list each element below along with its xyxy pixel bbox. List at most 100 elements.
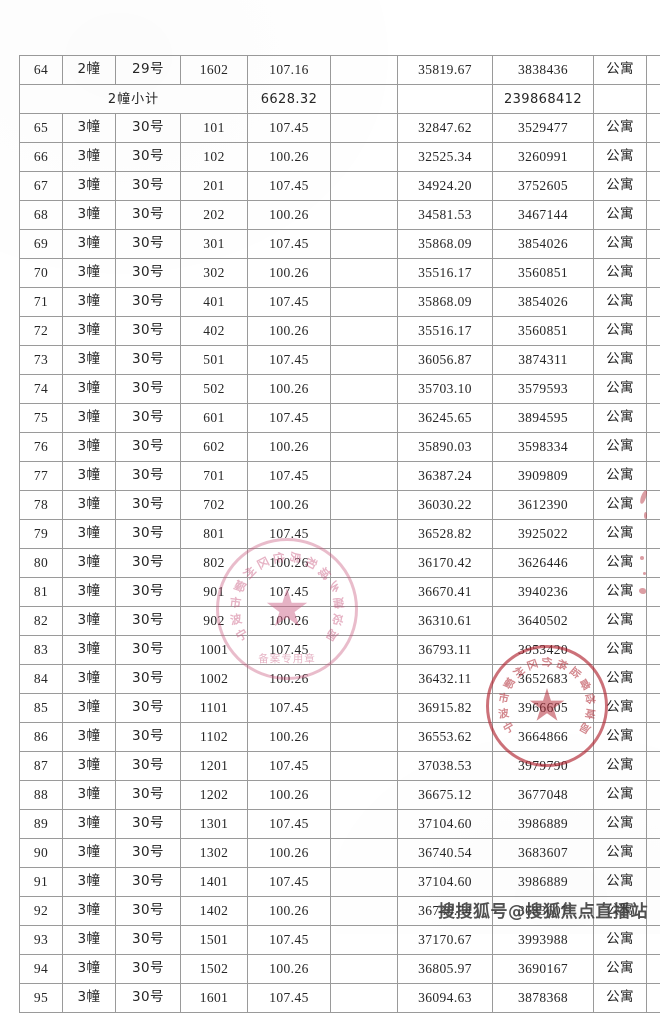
cell-unit: 30号 [116, 259, 181, 288]
cell-bldg: 3幢 [63, 955, 116, 984]
cell-area: 107.45 [248, 810, 331, 839]
cell-price: 36170.42 [398, 549, 493, 578]
cell-type: 公寓 [594, 549, 647, 578]
cell-deco: 精装 [647, 375, 660, 404]
cell-blank1 [331, 143, 398, 172]
cell-deco: 精装 [647, 955, 660, 984]
scanned-document-page: 642幢29号1602107.1635819.673838436公寓精装2幢小计… [0, 0, 660, 934]
cell-bldg: 3幢 [63, 520, 116, 549]
cell-unit: 30号 [116, 201, 181, 230]
cell-price: 36553.62 [398, 723, 493, 752]
cell-deco: 精装 [647, 752, 660, 781]
cell-price: 34581.53 [398, 201, 493, 230]
cell-room: 201 [181, 172, 248, 201]
cell-room: 1002 [181, 665, 248, 694]
cell-room: 301 [181, 230, 248, 259]
cell-area: 100.26 [248, 259, 331, 288]
cell-type: 公寓 [594, 230, 647, 259]
cell-area: 100.26 [248, 607, 331, 636]
cell-unit: 30号 [116, 346, 181, 375]
cell-unit: 30号 [116, 578, 181, 607]
cell-blank1 [331, 114, 398, 143]
cell-deco: 精装 [647, 868, 660, 897]
cell-deco: 精装 [647, 230, 660, 259]
cell-unit: 30号 [116, 984, 181, 1013]
cell-type: 公寓 [594, 752, 647, 781]
cell-unit: 30号 [116, 926, 181, 955]
cell-type: 公寓 [594, 259, 647, 288]
cell-total: 3560851 [493, 259, 594, 288]
cell-price: 36387.24 [398, 462, 493, 491]
cell-bldg: 3幢 [63, 926, 116, 955]
cell-seq: 80 [20, 549, 63, 578]
cell-bldg: 3幢 [63, 549, 116, 578]
cell-bldg: 3幢 [63, 665, 116, 694]
cell-price: 35703.10 [398, 375, 493, 404]
cell-bldg: 3幢 [63, 636, 116, 665]
cell-seq: 66 [20, 143, 63, 172]
subtotal-cell-price [398, 85, 493, 114]
cell-deco: 精装 [647, 578, 660, 607]
cell-seq: 81 [20, 578, 63, 607]
cell-total: 3677048 [493, 781, 594, 810]
cell-blank1 [331, 665, 398, 694]
cell-room: 902 [181, 607, 248, 636]
cell-area: 100.26 [248, 143, 331, 172]
cell-seq: 87 [20, 752, 63, 781]
cell-type: 公寓 [594, 926, 647, 955]
cell-total: 3925022 [493, 520, 594, 549]
cell-type: 公寓 [594, 433, 647, 462]
cell-seq: 79 [20, 520, 63, 549]
cell-deco: 精装 [647, 984, 660, 1013]
cell-deco: 精装 [647, 462, 660, 491]
cell-seq: 89 [20, 810, 63, 839]
cell-deco: 精装 [647, 317, 660, 346]
cell-bldg: 3幢 [63, 578, 116, 607]
cell-room: 1601 [181, 984, 248, 1013]
cell-type: 公寓 [594, 172, 647, 201]
cell-unit: 30号 [116, 520, 181, 549]
cell-deco: 精装 [647, 723, 660, 752]
cell-price: 36805.97 [398, 955, 493, 984]
cell-room: 1502 [181, 955, 248, 984]
cell-price: 36310.61 [398, 607, 493, 636]
cell-unit: 30号 [116, 694, 181, 723]
cell-area: 100.26 [248, 665, 331, 694]
cell-area: 107.45 [248, 578, 331, 607]
cell-type: 公寓 [594, 955, 647, 984]
cell-room: 302 [181, 259, 248, 288]
subtotal-cell-blank1 [331, 85, 398, 114]
cell-price: 32525.34 [398, 143, 493, 172]
cell-unit: 30号 [116, 839, 181, 868]
cell-unit: 30号 [116, 404, 181, 433]
cell-total: 3683607 [493, 839, 594, 868]
cell-type: 公寓 [594, 317, 647, 346]
cell-price: 37170.67 [398, 926, 493, 955]
cell-type: 公寓 [594, 520, 647, 549]
cell-total: 3626446 [493, 549, 594, 578]
cell-blank1 [331, 926, 398, 955]
cell-area: 100.26 [248, 317, 331, 346]
cell-bldg: 3幢 [63, 462, 116, 491]
cell-total: 3953420 [493, 636, 594, 665]
cell-total: 3260991 [493, 143, 594, 172]
cell-room: 202 [181, 201, 248, 230]
cell-price: 37104.60 [398, 810, 493, 839]
cell-total: 3612390 [493, 491, 594, 520]
cell-total: 3979790 [493, 752, 594, 781]
cell-room: 502 [181, 375, 248, 404]
cell-total: 3652683 [493, 665, 594, 694]
cell-area: 107.45 [248, 114, 331, 143]
cell-bldg: 3幢 [63, 723, 116, 752]
cell-unit: 30号 [116, 636, 181, 665]
cell-total: 3752605 [493, 172, 594, 201]
